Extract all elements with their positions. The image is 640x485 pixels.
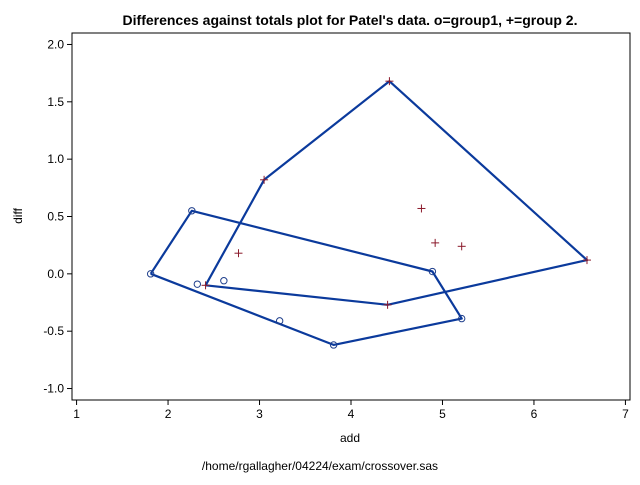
data-point-circle bbox=[188, 207, 196, 215]
data-point-plus bbox=[583, 256, 592, 265]
y-axis-label: diff bbox=[11, 207, 25, 223]
data-point-circle bbox=[457, 314, 466, 323]
y-tick-label: 1.0 bbox=[47, 152, 64, 166]
y-tick-label: -0.5 bbox=[43, 324, 64, 338]
hull-line-series-2 bbox=[204, 80, 589, 306]
x-tick-label: 3 bbox=[256, 407, 263, 421]
plot-frame bbox=[71, 32, 631, 401]
y-tick-label: 2.0 bbox=[47, 37, 64, 51]
data-point-plus bbox=[234, 249, 243, 258]
y-tick-label: 0.5 bbox=[47, 210, 64, 224]
chart-title: Differences against totals plot for Pate… bbox=[123, 12, 578, 28]
y-tick-label: 0.0 bbox=[47, 267, 64, 281]
data-points bbox=[146, 77, 592, 349]
data-point-circle bbox=[193, 280, 202, 288]
x-axis-label: add bbox=[340, 431, 360, 445]
hull-line-series-1 bbox=[149, 209, 463, 346]
data-point-circle bbox=[329, 341, 338, 349]
footnote: /home/rgallagher/04224/exam/crossover.sa… bbox=[202, 459, 438, 473]
data-point-plus bbox=[260, 175, 269, 184]
x-axis: 1 2 3 4 5 6 7 bbox=[73, 400, 629, 421]
x-tick-label: 2 bbox=[165, 407, 172, 421]
data-point-circle bbox=[275, 317, 284, 325]
hull-lines bbox=[149, 80, 589, 346]
x-tick-label: 7 bbox=[622, 407, 629, 421]
y-tick-label: -1.0 bbox=[43, 382, 64, 396]
data-point-plus bbox=[457, 242, 466, 251]
data-point-plus bbox=[383, 300, 392, 309]
data-point-plus bbox=[431, 238, 440, 247]
data-point-plus bbox=[417, 204, 426, 213]
x-tick-label: 4 bbox=[348, 407, 355, 421]
x-tick-label: 6 bbox=[531, 407, 538, 421]
y-tick-label: 1.5 bbox=[47, 95, 64, 109]
x-tick-label: 5 bbox=[439, 407, 446, 421]
data-point-circle bbox=[220, 277, 228, 285]
y-axis: -1.0 -0.5 0.0 0.5 1.0 1.5 2.0 bbox=[43, 37, 72, 396]
data-point-plus bbox=[385, 77, 394, 86]
data-point-plus bbox=[201, 281, 210, 290]
data-point-circle bbox=[146, 270, 155, 278]
data-point-circle bbox=[428, 267, 437, 276]
x-tick-label: 1 bbox=[73, 407, 80, 421]
